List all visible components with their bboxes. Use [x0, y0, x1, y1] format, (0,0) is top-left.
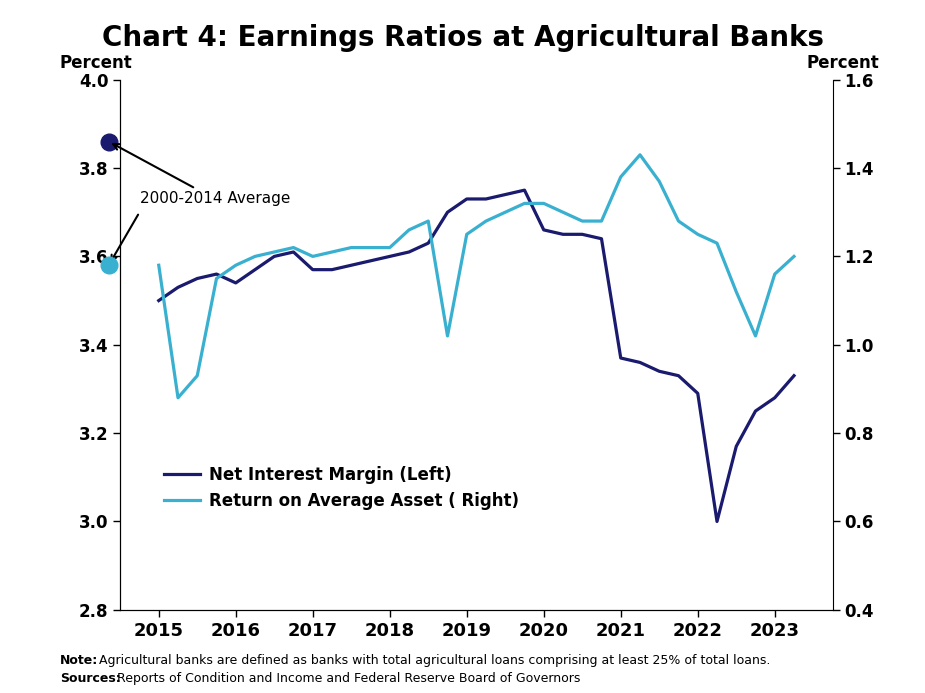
Return on Average Asset ( Right)	[191, 371, 203, 380]
Return on Average Asset ( Right)	[731, 288, 742, 296]
Return on Average Asset ( Right)	[365, 243, 376, 252]
Return on Average Asset ( Right)	[711, 239, 722, 247]
Net Interest Margin (Left)	[750, 407, 761, 415]
Net Interest Margin (Left)	[462, 195, 473, 203]
Return on Average Asset ( Right)	[288, 243, 299, 252]
Return on Average Asset ( Right)	[268, 248, 279, 256]
Legend: Net Interest Margin (Left), Return on Average Asset ( Right): Net Interest Margin (Left), Return on Av…	[157, 459, 525, 517]
Text: Note:: Note:	[60, 653, 98, 667]
Return on Average Asset ( Right)	[462, 230, 473, 238]
Net Interest Margin (Left)	[154, 297, 165, 305]
Net Interest Margin (Left)	[596, 234, 607, 243]
Return on Average Asset ( Right)	[538, 200, 549, 208]
Return on Average Asset ( Right)	[480, 217, 491, 225]
Net Interest Margin (Left)	[635, 358, 646, 367]
Net Interest Margin (Left)	[731, 442, 742, 450]
Return on Average Asset ( Right)	[576, 217, 587, 225]
Net Interest Margin (Left)	[211, 270, 222, 278]
Return on Average Asset ( Right)	[750, 332, 761, 340]
Return on Average Asset ( Right)	[384, 243, 395, 252]
Net Interest Margin (Left)	[250, 265, 261, 274]
Net Interest Margin (Left)	[268, 252, 279, 261]
Text: Percent: Percent	[806, 54, 879, 72]
Net Interest Margin (Left)	[480, 195, 491, 203]
Net Interest Margin (Left)	[423, 239, 434, 247]
Text: Agricultural banks are defined as banks with total agricultural loans comprising: Agricultural banks are defined as banks …	[99, 653, 771, 667]
Net Interest Margin (Left)	[558, 230, 569, 238]
Return on Average Asset ( Right)	[673, 217, 684, 225]
Text: Reports of Condition and Income and Federal Reserve Board of Governors: Reports of Condition and Income and Fede…	[117, 672, 581, 685]
Return on Average Asset ( Right)	[230, 261, 241, 270]
Net Interest Margin (Left)	[327, 265, 338, 274]
Net Interest Margin (Left)	[692, 389, 703, 398]
Net Interest Margin (Left)	[500, 191, 511, 199]
Net Interest Margin (Left)	[576, 230, 587, 238]
Return on Average Asset ( Right)	[692, 230, 703, 238]
Net Interest Margin (Left)	[788, 371, 799, 380]
Net Interest Margin (Left)	[711, 517, 722, 525]
Net Interest Margin (Left)	[172, 283, 183, 292]
Net Interest Margin (Left)	[538, 226, 549, 234]
Return on Average Asset ( Right)	[788, 252, 799, 261]
Return on Average Asset ( Right)	[442, 332, 453, 340]
Return on Average Asset ( Right)	[615, 173, 626, 181]
Return on Average Asset ( Right)	[327, 248, 338, 256]
Net Interest Margin (Left)	[615, 354, 626, 362]
Net Interest Margin (Left)	[384, 252, 395, 261]
Return on Average Asset ( Right)	[519, 200, 530, 208]
Return on Average Asset ( Right)	[307, 252, 318, 261]
Return on Average Asset ( Right)	[635, 150, 646, 159]
Net Interest Margin (Left)	[230, 279, 241, 287]
Net Interest Margin (Left)	[442, 208, 453, 216]
Return on Average Asset ( Right)	[403, 226, 414, 234]
Return on Average Asset ( Right)	[654, 177, 665, 186]
Return on Average Asset ( Right)	[154, 261, 165, 270]
Return on Average Asset ( Right)	[423, 217, 434, 225]
Return on Average Asset ( Right)	[596, 217, 607, 225]
Text: Chart 4: Earnings Ratios at Agricultural Banks: Chart 4: Earnings Ratios at Agricultural…	[102, 24, 823, 52]
Net Interest Margin (Left)	[346, 261, 357, 270]
Net Interest Margin (Left)	[770, 394, 781, 402]
Return on Average Asset ( Right)	[211, 274, 222, 283]
Return on Average Asset ( Right)	[500, 208, 511, 216]
Net Interest Margin (Left)	[288, 248, 299, 256]
Return on Average Asset ( Right)	[770, 270, 781, 278]
Net Interest Margin (Left)	[365, 256, 376, 265]
Line: Return on Average Asset ( Right): Return on Average Asset ( Right)	[159, 155, 794, 398]
Text: Percent: Percent	[60, 54, 132, 72]
Return on Average Asset ( Right)	[346, 243, 357, 252]
Return on Average Asset ( Right)	[250, 252, 261, 261]
Return on Average Asset ( Right)	[172, 394, 183, 402]
Net Interest Margin (Left)	[307, 265, 318, 274]
Return on Average Asset ( Right)	[558, 208, 569, 216]
Text: 2000-2014 Average: 2000-2014 Average	[113, 144, 290, 207]
Line: Net Interest Margin (Left): Net Interest Margin (Left)	[159, 190, 794, 521]
Net Interest Margin (Left)	[191, 274, 203, 283]
Net Interest Margin (Left)	[403, 248, 414, 256]
Net Interest Margin (Left)	[654, 367, 665, 376]
Net Interest Margin (Left)	[673, 371, 684, 380]
Text: Sources:: Sources:	[60, 672, 121, 685]
Net Interest Margin (Left)	[519, 186, 530, 194]
